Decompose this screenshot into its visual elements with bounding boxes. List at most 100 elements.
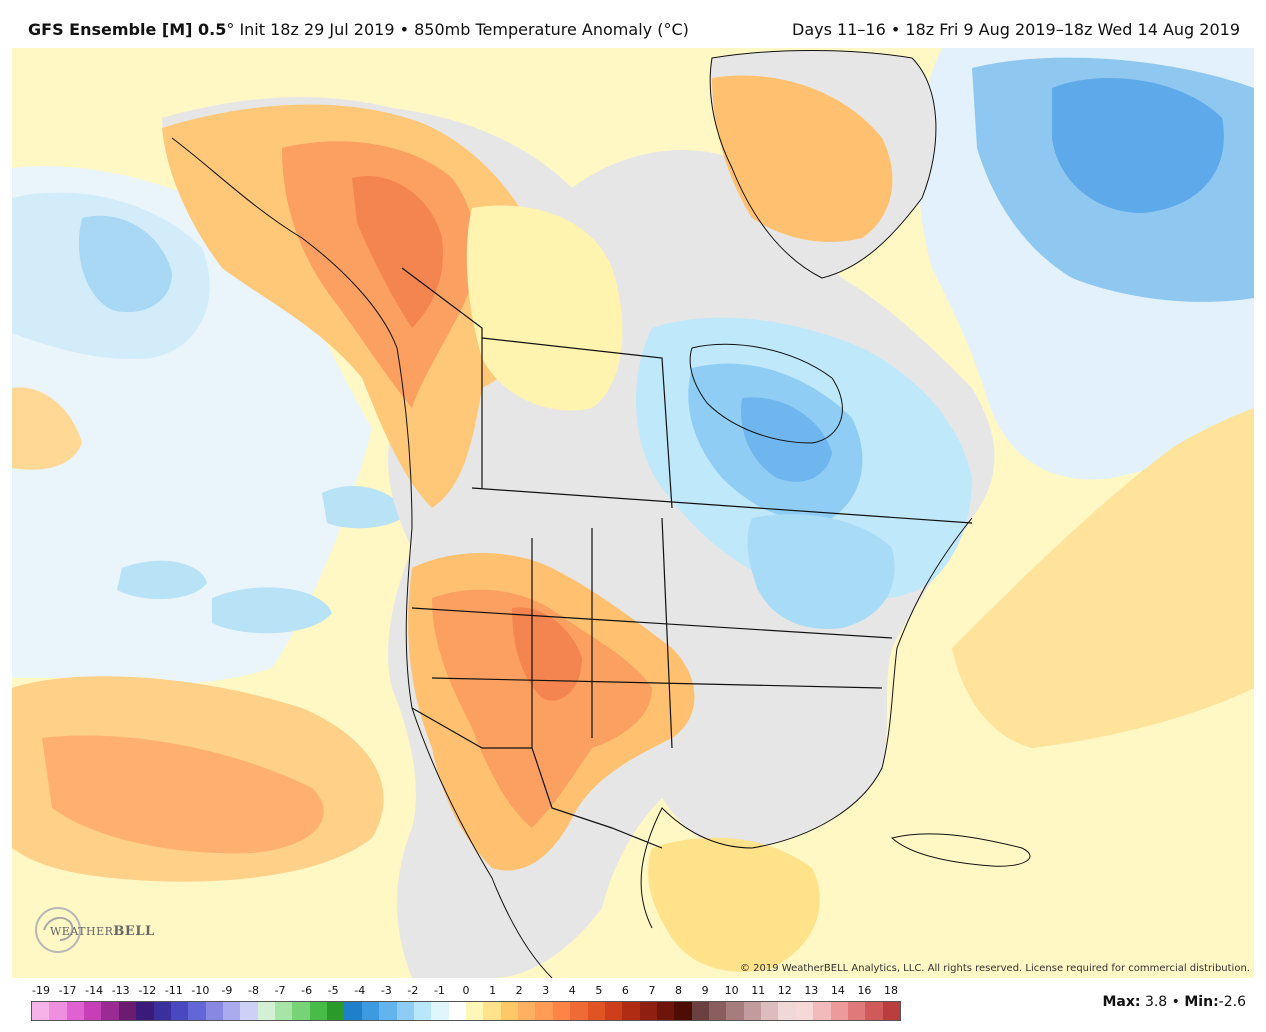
legend-swatch — [570, 1002, 588, 1020]
legend-label: 4 — [568, 984, 576, 997]
model-name: GFS Ensemble [M] 0.5 — [28, 20, 227, 39]
legend-swatch — [830, 1002, 848, 1020]
legend-swatch — [674, 1002, 692, 1020]
legend-label: 7 — [648, 984, 656, 997]
legend-label: -8 — [248, 984, 259, 997]
map-title: GFS Ensemble [M] 0.5° Init 18z 29 Jul 20… — [28, 20, 689, 39]
legend-colorbar — [31, 1001, 901, 1021]
legend-swatch — [865, 1002, 883, 1020]
legend-swatch — [726, 1002, 744, 1020]
legend-swatch — [465, 1002, 484, 1020]
legend-swatch — [379, 1002, 397, 1020]
legend-swatch — [431, 1002, 449, 1020]
logo-swirl-icon — [35, 907, 81, 953]
map-canvas — [12, 48, 1254, 978]
legend-swatch — [795, 1002, 814, 1020]
sw-us-warm-core — [512, 607, 582, 701]
wpac-warm — [12, 387, 82, 470]
epac-cold-1 — [322, 485, 407, 529]
init-time: Init 18z 29 Jul 2019 — [239, 20, 395, 39]
separator: • — [890, 20, 901, 39]
max-label: Max: — [1102, 994, 1141, 1010]
boundary-lines — [401, 267, 973, 849]
legend-swatch — [483, 1002, 501, 1020]
forecast-days: Days 11–16 — [792, 20, 886, 39]
legend-label: -4 — [354, 984, 366, 997]
legend-label: 6 — [621, 984, 629, 997]
coastlines — [171, 50, 1031, 978]
legend-swatch — [413, 1002, 432, 1020]
legend-swatch — [361, 1002, 380, 1020]
legend-label: 2 — [515, 984, 523, 997]
legend-label: 10 — [724, 984, 739, 997]
legend-label: -9 — [221, 984, 233, 997]
max-value: 3.8 — [1144, 994, 1168, 1010]
epac-cold-2 — [117, 560, 207, 600]
alaska-warm-core — [352, 176, 443, 328]
legend-swatch — [136, 1002, 154, 1020]
legend-swatch — [847, 1002, 866, 1020]
legend-swatch — [205, 1002, 223, 1020]
legend-label: -12 — [138, 984, 157, 997]
legend-swatch — [518, 1002, 536, 1020]
valid-period: Days 11–16 • 18z Fri 9 Aug 2019–18z Wed … — [792, 20, 1240, 39]
legend-label: 1 — [489, 984, 497, 997]
legend-label: -3 — [380, 984, 392, 997]
subtrop-warm-inner — [42, 735, 324, 854]
legend-swatch — [656, 1002, 675, 1020]
legend-label: 13 — [804, 984, 819, 997]
legend-swatch — [448, 1002, 466, 1020]
copyright-notice: © 2019 WeatherBELL Analytics, LLC. All r… — [740, 963, 1250, 974]
map-header: GFS Ensemble [M] 0.5° Init 18z 29 Jul 20… — [0, 0, 1266, 48]
state-line-4 — [411, 607, 893, 639]
legend-swatch — [66, 1002, 85, 1020]
legend-swatch — [552, 1002, 571, 1020]
legend-swatch — [222, 1002, 241, 1020]
legend-labels: -19 -17 -14 -13 -12 -11 -10 -9 -8 -7 -6 -5 -4 -3 -2 -1 0… — [31, 984, 901, 1000]
legend-swatch — [882, 1002, 900, 1020]
legend-swatch — [639, 1002, 657, 1020]
legend-swatch — [761, 1002, 779, 1020]
legend-label: -19 — [32, 984, 50, 997]
max-min-stats: Max: 3.8 • Min:-2.6 — [1102, 994, 1246, 1010]
cuba-coastline — [890, 833, 1031, 867]
legend-label: -13 — [111, 984, 130, 997]
pacific-coastline — [171, 137, 553, 978]
atlantic-coastline — [640, 517, 973, 929]
degree-symbol: ° — [226, 20, 235, 39]
legend-label: -6 — [301, 984, 313, 997]
legend-swatch — [118, 1002, 137, 1020]
npac-cold-core — [78, 215, 172, 313]
legend-label: 16 — [857, 984, 872, 997]
legend-label: 12 — [777, 984, 792, 997]
atlantic-warm-band — [952, 408, 1254, 748]
legend-label: 11 — [751, 984, 766, 997]
nwt-border — [481, 337, 673, 509]
legend-label: -10 — [191, 984, 210, 997]
greenland-coastline — [709, 50, 937, 279]
valid-range: 18z Fri 9 Aug 2019–18z Wed 14 Aug 2019 — [905, 20, 1240, 39]
state-line-3 — [661, 517, 673, 749]
legend-swatch — [84, 1002, 102, 1020]
gulf-warm — [648, 837, 820, 972]
yukon-border — [401, 267, 483, 488]
legend-label: 0 — [462, 984, 470, 997]
weatherbell-logo — [30, 900, 150, 960]
epac-cold-3 — [212, 587, 332, 634]
legend-swatch — [778, 1002, 796, 1020]
legend-swatch — [604, 1002, 623, 1020]
legend-label: -11 — [164, 984, 183, 997]
legend-swatch — [153, 1002, 171, 1020]
legend-swatch — [240, 1002, 258, 1020]
legend-swatch — [49, 1002, 67, 1020]
legend-label: 3 — [542, 984, 550, 997]
legend-label: -14 — [85, 984, 104, 997]
legend-label: 5 — [595, 984, 603, 997]
atlantic-cold-core — [1052, 78, 1224, 213]
legend-swatch — [396, 1002, 414, 1020]
legend-swatch — [275, 1002, 293, 1020]
legend-label: -7 — [274, 984, 286, 997]
legend-label: -1 — [433, 984, 445, 997]
legend-swatch — [691, 1002, 710, 1020]
hudson-bay-coastline — [689, 343, 843, 444]
